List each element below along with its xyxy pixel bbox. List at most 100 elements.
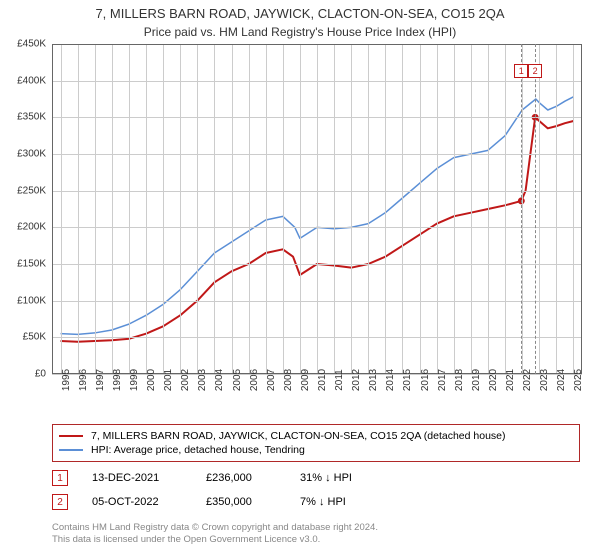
gridline-v (385, 44, 386, 374)
x-tick-label: 2024 (556, 369, 567, 391)
footer: Contains HM Land Registry data © Crown c… (52, 522, 378, 547)
sale-date: 13-DEC-2021 (92, 472, 182, 484)
x-tick-label: 2000 (146, 369, 157, 391)
plot-area: 12 (52, 44, 582, 374)
x-tick-label: 2007 (266, 369, 277, 391)
gridline-v (437, 44, 438, 374)
gridline-v (454, 44, 455, 374)
gridline-v (112, 44, 113, 374)
x-tick-label: 2021 (505, 369, 516, 391)
gridline-v (505, 44, 506, 374)
y-tick-label: £400K (17, 75, 46, 86)
sale-date: 05-OCT-2022 (92, 496, 182, 508)
sale-vs-hpi: 31% ↓ HPI (300, 472, 380, 484)
x-tick-label: 1999 (129, 369, 140, 391)
gridline-v (556, 44, 557, 374)
legend-label: 7, MILLERS BARN ROAD, JAYWICK, CLACTON-O… (91, 430, 506, 442)
legend-item: HPI: Average price, detached house, Tend… (59, 443, 573, 457)
x-tick-label: 2025 (573, 369, 584, 391)
gridline-v (249, 44, 250, 374)
x-tick-label: 2022 (522, 369, 533, 391)
y-tick-label: £100K (17, 295, 46, 306)
y-tick-label: £0 (35, 369, 46, 380)
y-axis: £0£50K£100K£150K£200K£250K£300K£350K£400… (0, 44, 50, 374)
gridline-v (471, 44, 472, 374)
x-tick-label: 2014 (385, 369, 396, 391)
sale-marker-badge: 1 (514, 64, 528, 78)
gridline-v (283, 44, 284, 374)
gridline-v (420, 44, 421, 374)
y-tick-label: £200K (17, 222, 46, 233)
y-tick-label: £250K (17, 185, 46, 196)
sale-marker-line (535, 44, 536, 374)
gridline-v (351, 44, 352, 374)
x-tick-label: 2010 (317, 369, 328, 391)
sales-table: 1 13-DEC-2021 £236,000 31% ↓ HPI 2 05-OCT-202… (52, 466, 580, 514)
sale-row: 2 05-OCT-2022 £350,000 7% ↓ HPI (52, 490, 580, 514)
x-tick-label: 2016 (420, 369, 431, 391)
x-tick-label: 2023 (539, 369, 550, 391)
legend-swatch (59, 435, 83, 437)
axis-border (52, 44, 53, 374)
x-tick-label: 1996 (78, 369, 89, 391)
y-tick-label: £50K (23, 332, 46, 343)
x-tick-label: 2004 (214, 369, 225, 391)
gridline-v (539, 44, 540, 374)
gridline-v (163, 44, 164, 374)
gridline-v (78, 44, 79, 374)
sale-price: £236,000 (206, 472, 276, 484)
legend: 7, MILLERS BARN ROAD, JAYWICK, CLACTON-O… (52, 424, 580, 462)
x-tick-label: 2005 (232, 369, 243, 391)
x-tick-label: 2001 (163, 369, 174, 391)
x-tick-label: 2012 (351, 369, 362, 391)
legend-item: 7, MILLERS BARN ROAD, JAYWICK, CLACTON-O… (59, 429, 573, 443)
gridline-v (317, 44, 318, 374)
y-tick-label: £300K (17, 149, 46, 160)
chart-container: 7, MILLERS BARN ROAD, JAYWICK, CLACTON-O… (0, 0, 600, 560)
x-tick-label: 2011 (334, 369, 345, 391)
x-tick-label: 2008 (283, 369, 294, 391)
gridline-v (180, 44, 181, 374)
y-tick-label: £150K (17, 259, 46, 270)
legend-label: HPI: Average price, detached house, Tend… (91, 444, 305, 456)
x-tick-label: 2013 (368, 369, 379, 391)
x-axis: 1995199619971998199920002001200220032004… (52, 376, 582, 424)
x-tick-label: 2017 (437, 369, 448, 391)
x-tick-label: 2018 (454, 369, 465, 391)
x-tick-label: 1997 (95, 369, 106, 391)
gridline-v (522, 44, 523, 374)
footer-line-2: This data is licensed under the Open Gov… (52, 534, 378, 546)
sale-number-badge: 1 (52, 470, 68, 486)
gridline-v (368, 44, 369, 374)
axis-border (581, 44, 582, 374)
x-tick-label: 2020 (488, 369, 499, 391)
y-tick-label: £450K (17, 39, 46, 50)
x-tick-label: 2006 (249, 369, 260, 391)
gridline-v (95, 44, 96, 374)
sale-marker-line (521, 44, 522, 374)
gridline-v (129, 44, 130, 374)
legend-swatch (59, 449, 83, 451)
sale-vs-hpi: 7% ↓ HPI (300, 496, 380, 508)
sale-marker-badge: 2 (528, 64, 542, 78)
gridline-v (300, 44, 301, 374)
x-tick-label: 2015 (402, 369, 413, 391)
gridline-v (266, 44, 267, 374)
chart-subtitle: Price paid vs. HM Land Registry's House … (0, 21, 600, 43)
x-tick-label: 2003 (197, 369, 208, 391)
x-tick-label: 2019 (471, 369, 482, 391)
sale-price: £350,000 (206, 496, 276, 508)
axis-border (52, 44, 582, 45)
x-tick-label: 2009 (300, 369, 311, 391)
sale-row: 1 13-DEC-2021 £236,000 31% ↓ HPI (52, 466, 580, 490)
x-tick-label: 1998 (112, 369, 123, 391)
gridline-v (488, 44, 489, 374)
y-tick-label: £350K (17, 112, 46, 123)
gridline-v (61, 44, 62, 374)
gridline-v (197, 44, 198, 374)
sale-number-badge: 2 (52, 494, 68, 510)
gridline-v (214, 44, 215, 374)
gridline-v (334, 44, 335, 374)
gridline-v (232, 44, 233, 374)
gridline-v (573, 44, 574, 374)
